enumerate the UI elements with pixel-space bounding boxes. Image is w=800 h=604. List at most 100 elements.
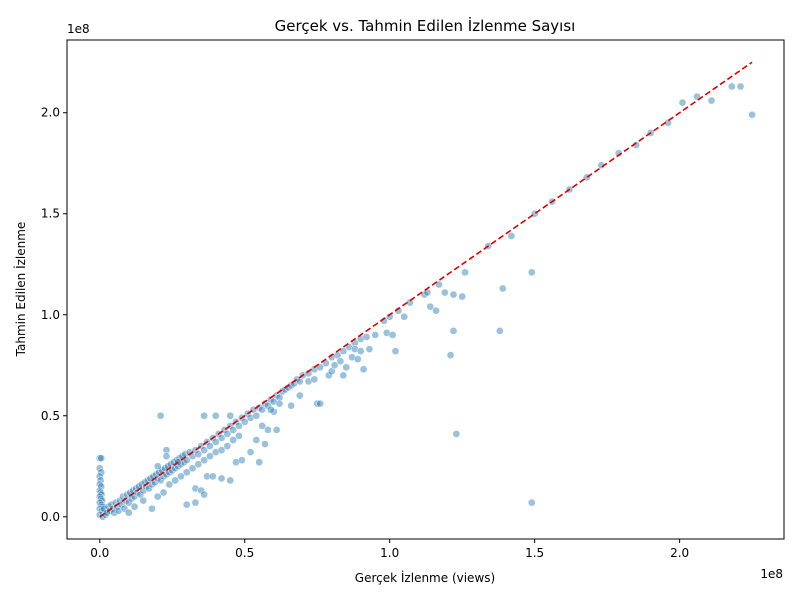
x-tick-label: 1.0 (380, 546, 399, 560)
x-axis-label: Gerçek İzlenme (views) (355, 570, 495, 585)
data-point-221 (507, 232, 516, 240)
data-point-188 (336, 357, 345, 366)
data-point-140 (188, 464, 197, 473)
data-point-61 (156, 476, 165, 485)
data-point-177 (162, 446, 171, 454)
data-point-147 (229, 436, 237, 444)
x-tick-label: 0.5 (235, 546, 254, 560)
data-point-79 (182, 456, 191, 465)
y-axis-label: Tahmin Edilen İzlenme (13, 222, 28, 358)
data-point-4 (95, 472, 104, 481)
data-point-49 (139, 486, 148, 495)
data-point-209 (432, 306, 440, 315)
data-point-149 (182, 500, 191, 509)
data-point-234 (693, 92, 701, 101)
data-point-163 (261, 440, 269, 448)
data-point-5 (96, 476, 105, 485)
x-tick-label: 0.0 (90, 546, 109, 560)
data-point-220 (498, 284, 507, 293)
data-point-186 (330, 361, 339, 370)
data-point-170 (287, 401, 295, 410)
data-point-216 (458, 292, 467, 301)
data-point-162 (255, 458, 264, 467)
data-point-197 (371, 331, 380, 339)
data-point-138 (177, 472, 185, 481)
data-point-91 (217, 434, 226, 442)
data-point-135 (159, 488, 168, 497)
data-point-1 (97, 454, 106, 463)
data-point-95 (229, 426, 237, 434)
data-point-211 (440, 288, 449, 297)
data-point-169 (275, 399, 284, 408)
ticks-layer: 0.0 0.5 1.0 1.5 2.0 0.0 0.5 1.0 1.5 2.0 (41, 106, 689, 560)
data-point-146 (223, 442, 232, 450)
data-point-202 (385, 312, 394, 321)
data-point-176 (153, 462, 162, 471)
data-point-174 (211, 411, 220, 420)
y-tick-label: 1.0 (41, 308, 60, 322)
data-point-103 (252, 411, 261, 420)
data-point-156 (217, 474, 226, 483)
data-point-69 (168, 466, 177, 475)
data-point-8 (95, 486, 104, 495)
data-point-23 (100, 504, 108, 513)
data-point-181 (310, 375, 319, 384)
data-point-137 (171, 476, 179, 485)
data-point-11 (95, 492, 104, 501)
data-point-194 (359, 365, 368, 374)
data-point-204 (400, 312, 409, 321)
data-point-152 (197, 486, 206, 495)
plot-frame (66, 39, 785, 540)
data-point-172 (156, 411, 165, 420)
data-point-127 (345, 343, 353, 351)
data-point-187 (339, 371, 348, 380)
data-point-126 (339, 347, 348, 355)
data-point-99 (240, 417, 249, 426)
data-point-36 (120, 504, 129, 513)
data-point-39 (124, 498, 133, 507)
data-point-229 (614, 149, 623, 157)
data-point-237 (736, 82, 745, 91)
data-point-160 (246, 448, 255, 456)
data-point-136 (165, 480, 174, 489)
data-point-196 (362, 333, 371, 341)
data-point-217 (461, 268, 469, 277)
data-point-219 (496, 327, 504, 335)
data-point-9 (96, 488, 105, 497)
data-point-134 (153, 492, 162, 501)
data-point-213 (449, 327, 458, 335)
data-point-7 (97, 482, 106, 491)
data-point-203 (394, 306, 403, 315)
data-point-233 (678, 98, 687, 107)
data-point-133 (148, 504, 156, 513)
data-point-171 (295, 391, 304, 400)
data-point-15 (97, 500, 106, 509)
data-point-200 (391, 347, 400, 355)
data-point-195 (365, 345, 374, 353)
data-point-87 (206, 442, 214, 450)
data-point-151 (191, 484, 200, 493)
data-point-235 (707, 96, 716, 105)
data-point-214 (449, 290, 458, 299)
data-point-198 (382, 329, 391, 337)
data-point-132 (139, 496, 148, 505)
data-point-173 (200, 411, 208, 420)
data-point-144 (211, 448, 220, 456)
points-layer (95, 82, 756, 521)
data-point-199 (388, 331, 397, 339)
data-point-131 (130, 502, 139, 511)
data-point-13 (98, 496, 106, 505)
data-point-212 (446, 351, 455, 360)
x-offset-label: 1e8 (760, 567, 783, 581)
data-point-3 (97, 468, 106, 477)
data-point-97 (235, 422, 243, 430)
data-point-166 (258, 422, 266, 430)
data-point-154 (203, 472, 211, 481)
data-point-222 (527, 268, 536, 277)
reference-line (99, 61, 753, 518)
data-point-180 (304, 377, 313, 386)
data-point-142 (200, 456, 208, 465)
data-point-193 (356, 347, 365, 355)
data-point-184 (324, 371, 333, 380)
